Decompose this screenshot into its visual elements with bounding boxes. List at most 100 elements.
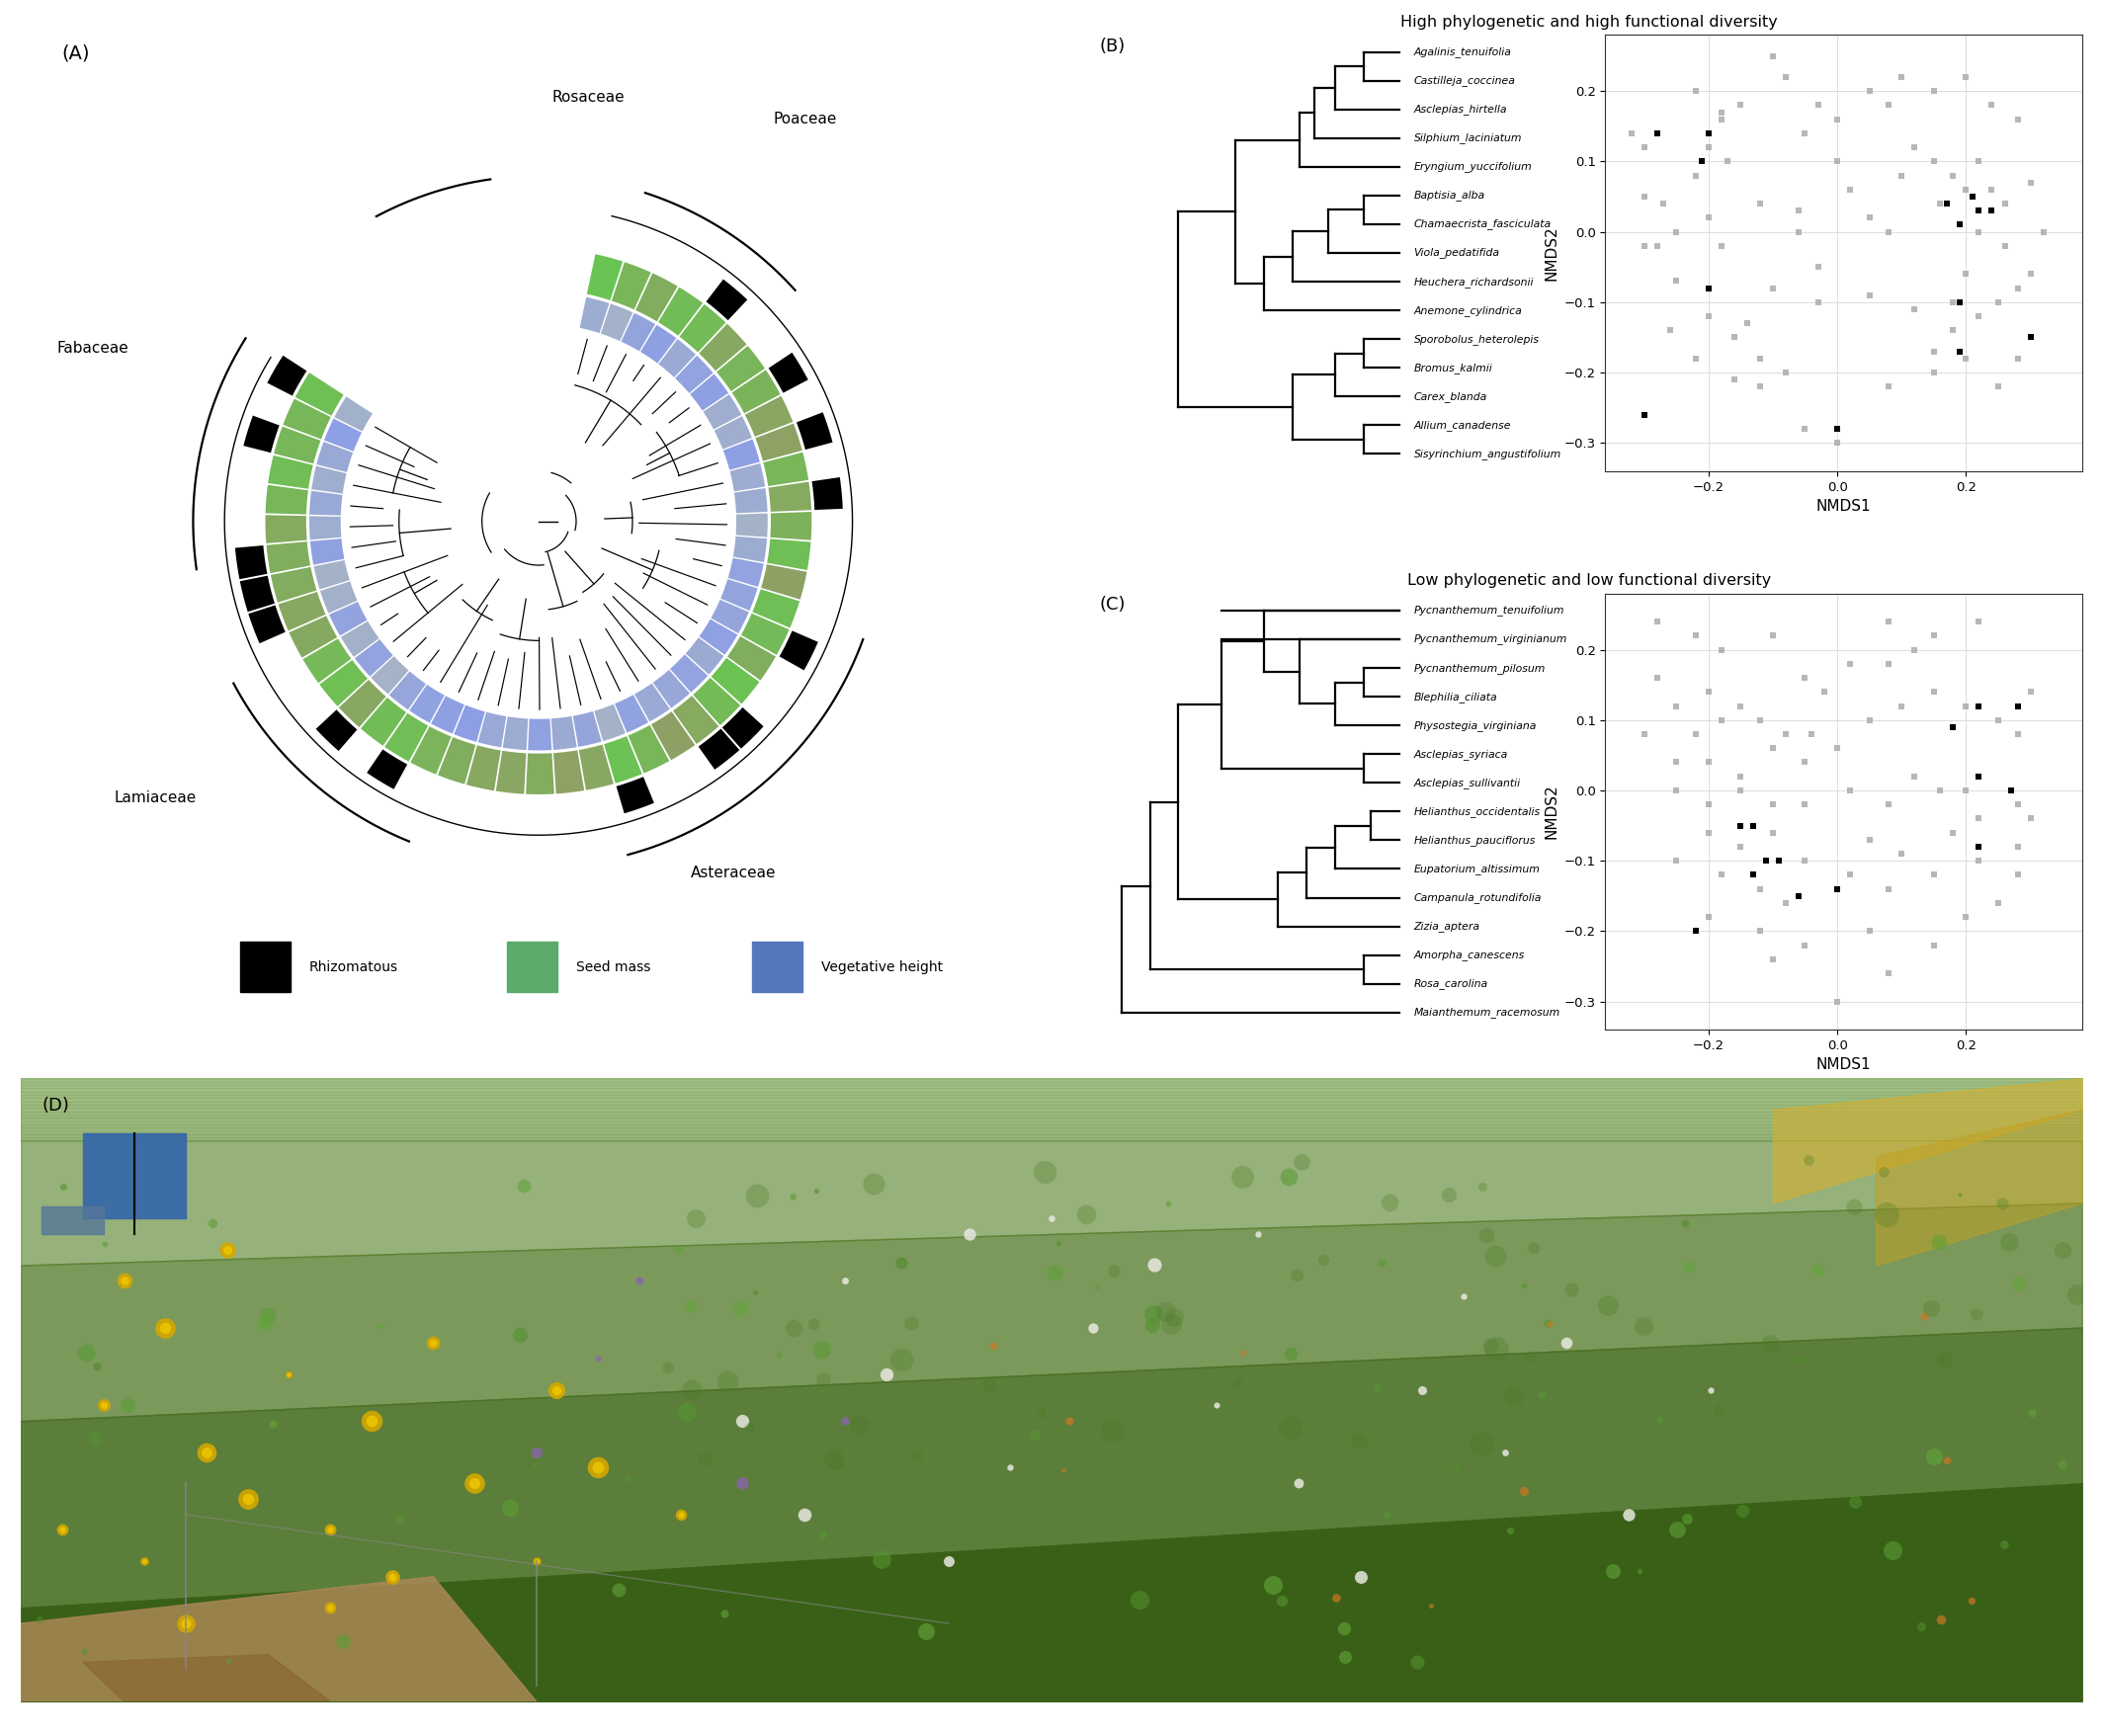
Polygon shape: [768, 352, 808, 392]
Bar: [21, 1099, 2082, 1101]
Polygon shape: [254, 385, 292, 424]
Polygon shape: [658, 339, 696, 377]
Polygon shape: [238, 448, 271, 483]
Polygon shape: [805, 444, 839, 479]
Polygon shape: [526, 753, 555, 795]
Text: Bromus_kalmii: Bromus_kalmii: [1413, 363, 1493, 373]
Bar: [753, 943, 801, 991]
Bar: [82, 1134, 185, 1219]
Polygon shape: [612, 262, 652, 309]
Polygon shape: [496, 750, 526, 793]
Polygon shape: [275, 661, 315, 701]
Polygon shape: [341, 621, 379, 656]
Bar: [507, 943, 557, 991]
Polygon shape: [271, 568, 318, 602]
Polygon shape: [366, 750, 408, 790]
Polygon shape: [557, 793, 589, 825]
Text: Anemone_cylindrica: Anemone_cylindrica: [1413, 306, 1523, 316]
Bar: [21, 1078, 2082, 1082]
Bar: [21, 1104, 2082, 1108]
Text: Heuchera_richardsonii: Heuchera_richardsonii: [1413, 276, 1533, 286]
Polygon shape: [732, 370, 780, 413]
Text: Campanula_rotundifolia: Campanula_rotundifolia: [1413, 892, 1541, 903]
Text: Chamaecrista_fasciculata: Chamaecrista_fasciculata: [1413, 219, 1552, 229]
Text: Seed mass: Seed mass: [576, 960, 650, 974]
Text: Castilleja_coccinea: Castilleja_coccinea: [1413, 75, 1516, 87]
Polygon shape: [431, 696, 465, 734]
Text: (A): (A): [61, 43, 90, 62]
Polygon shape: [784, 382, 822, 420]
Polygon shape: [303, 639, 351, 682]
Polygon shape: [595, 705, 625, 741]
Y-axis label: NMDS2: NMDS2: [1544, 785, 1558, 838]
Polygon shape: [309, 538, 345, 564]
Polygon shape: [686, 637, 723, 675]
Bar: [21, 1085, 2082, 1088]
Polygon shape: [734, 536, 768, 562]
Text: Sisyrinchium_angustifolium: Sisyrinchium_angustifolium: [1413, 448, 1560, 460]
Bar: [21, 1088, 2082, 1092]
Polygon shape: [334, 396, 372, 432]
Polygon shape: [728, 557, 763, 587]
Polygon shape: [288, 616, 336, 658]
Polygon shape: [717, 345, 765, 391]
Bar: [21, 1128, 2082, 1130]
Polygon shape: [21, 1576, 536, 1701]
Text: Asclepias_sullivantii: Asclepias_sullivantii: [1413, 778, 1520, 788]
Polygon shape: [681, 260, 721, 300]
Polygon shape: [315, 441, 353, 472]
Polygon shape: [721, 707, 763, 748]
Polygon shape: [698, 620, 738, 654]
Polygon shape: [768, 483, 812, 512]
Polygon shape: [267, 542, 311, 573]
Polygon shape: [751, 326, 791, 366]
Text: Helianthus_occidentalis: Helianthus_occidentalis: [1413, 806, 1539, 818]
Polygon shape: [294, 686, 334, 727]
Polygon shape: [273, 427, 320, 464]
Text: Physostegia_virginiana: Physostegia_virginiana: [1413, 720, 1537, 731]
Polygon shape: [467, 745, 501, 790]
Polygon shape: [721, 580, 757, 611]
Text: Sporobolus_heterolepis: Sporobolus_heterolepis: [1413, 333, 1539, 344]
Polygon shape: [671, 654, 709, 693]
Polygon shape: [604, 736, 641, 783]
Polygon shape: [324, 418, 362, 451]
Polygon shape: [702, 394, 742, 429]
Polygon shape: [267, 356, 307, 396]
Polygon shape: [553, 750, 585, 793]
Polygon shape: [723, 439, 759, 470]
Polygon shape: [339, 681, 387, 727]
Polygon shape: [233, 481, 265, 514]
Bar: [21, 1108, 2082, 1111]
Bar: [21, 1095, 2082, 1097]
Polygon shape: [694, 677, 740, 726]
Text: Zizia_aptera: Zizia_aptera: [1413, 922, 1481, 932]
Polygon shape: [698, 729, 740, 769]
Polygon shape: [395, 766, 435, 804]
Polygon shape: [284, 399, 330, 439]
Polygon shape: [265, 484, 309, 514]
Polygon shape: [753, 589, 799, 628]
Bar: [21, 1130, 2082, 1134]
Polygon shape: [503, 717, 528, 750]
Title: High phylogenetic and high functional diversity: High phylogenetic and high functional di…: [1401, 14, 1777, 30]
Polygon shape: [278, 592, 326, 630]
Polygon shape: [572, 712, 601, 746]
Polygon shape: [82, 1654, 330, 1701]
Bar: [21, 1134, 2082, 1137]
Polygon shape: [311, 465, 347, 493]
Polygon shape: [587, 253, 622, 300]
Polygon shape: [761, 564, 808, 599]
Polygon shape: [313, 561, 349, 590]
Text: Eupatorium_altissimum: Eupatorium_altissimum: [1413, 863, 1539, 875]
Polygon shape: [427, 778, 465, 814]
Polygon shape: [389, 672, 427, 710]
Text: Blephilia_ciliata: Blephilia_ciliata: [1413, 691, 1497, 701]
Polygon shape: [385, 713, 429, 762]
Polygon shape: [355, 639, 393, 677]
Text: Maianthemum_racemosum: Maianthemum_racemosum: [1413, 1007, 1560, 1017]
Polygon shape: [528, 719, 551, 750]
Text: Viola_pedatifida: Viola_pedatifida: [1413, 248, 1499, 259]
Polygon shape: [629, 726, 669, 773]
Polygon shape: [330, 602, 368, 635]
